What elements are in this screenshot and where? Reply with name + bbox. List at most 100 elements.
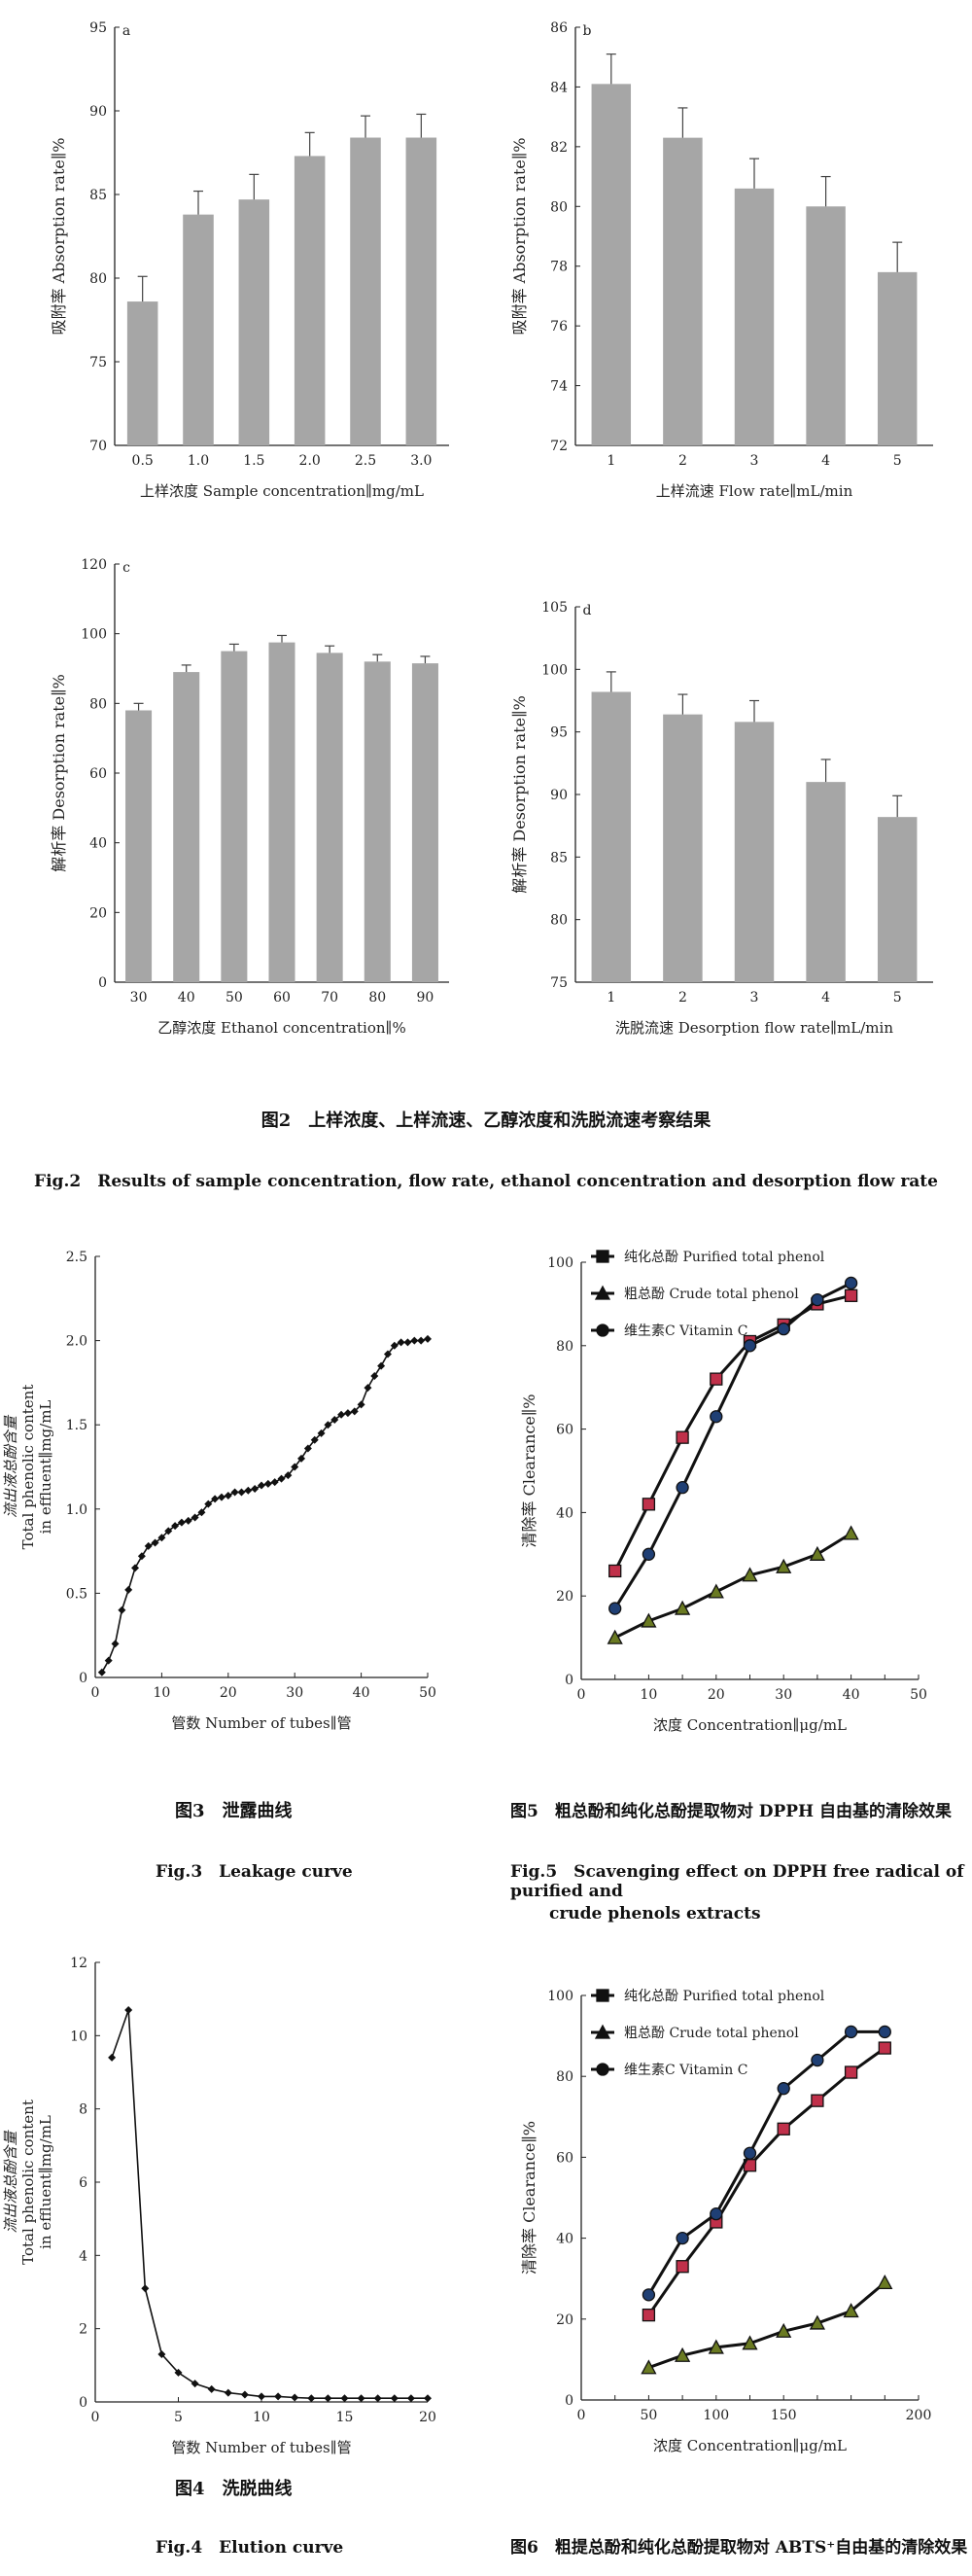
series-line [613,1282,852,1609]
series-line [101,1338,429,1674]
marker-diamond [424,2394,432,2403]
x-tick-label: 30 [775,1687,792,1703]
marker-diamond [151,1538,159,1547]
bar [126,301,158,445]
marker-triangle [843,2303,859,2318]
y-axis-label: 清除率 Clearance∥% [520,2121,538,2275]
marker-circle [878,2025,891,2039]
y-tick-label: 72 [550,439,568,454]
y-tick-label: 75 [550,975,568,991]
marker-diamond [197,1508,206,1517]
marker-circle [811,2053,824,2067]
marker-triangle [776,2322,792,2338]
x-tick-label: 60 [273,990,291,1006]
marker-diamond [364,1384,372,1393]
bar [238,199,270,445]
bar [806,206,846,445]
series-line [647,2046,886,2316]
y-tick-label: 70 [89,439,107,454]
y-tick-label: 60 [89,766,107,782]
marker-square [642,2308,656,2322]
marker-square [844,1288,858,1302]
y-tick-label: 12 [70,1956,87,1971]
y-tick-label: 95 [89,20,107,36]
x-tick-label: 4 [821,990,830,1006]
marker-square [676,1430,689,1444]
figure5-caption-cn: 图5 粗总酚和纯化总酚提取物对 DPPH 自由基的清除效果 [510,1802,953,1821]
x-tick-label: 1.5 [243,453,264,469]
marker-diamond [417,1336,426,1345]
marker-diamond [211,1495,220,1503]
y-tick-label: 1.0 [66,1502,87,1518]
figure2-caption-en: Fig.2 Results of sample concentration, f… [34,1172,938,1191]
figure5-caption-en-2: crude phenols extracts [549,1904,761,1923]
marker-diamond [224,1491,232,1500]
y-tick-label: 80 [550,913,568,929]
bar [591,691,632,982]
marker-diamond [244,1486,253,1495]
y-axis-label-en-2: in effluent∥mg/mL [37,1400,54,1535]
marker-diamond [297,1454,306,1463]
marker-diamond [277,1474,286,1483]
marker-square [596,1989,609,2002]
x-tick-label: 200 [906,2408,932,2423]
marker-square [642,1498,656,1511]
x-tick-label: 5 [893,990,902,1006]
marker-circle [642,1547,656,1561]
marker-diamond [406,2394,415,2403]
y-axis-label-en-1: Total phenolic content [19,2100,37,2265]
x-tick-label: 0 [91,2410,100,2425]
figure5-caption-en-1: Fig.5 Scavenging effect on DPPH free rad… [510,1862,964,1901]
marker-diamond [357,1400,365,1409]
y-tick-label: 76 [550,319,568,335]
marker-diamond [390,1341,399,1350]
y-tick-label: 2.0 [66,1334,87,1350]
marker-diamond [251,1485,260,1494]
y-tick-label: 0 [565,1673,573,1688]
legend-label: 维生素C Vitamin C [624,1323,747,1339]
y-tick-label: 80 [89,271,107,287]
marker-diamond [370,1371,379,1380]
marker-diamond [230,1488,239,1497]
x-tick-label: 5 [893,453,902,469]
x-tick-label: 1 [607,453,615,469]
panel-label: c [122,560,130,576]
series-line [111,2009,428,2399]
marker-diamond [171,1522,180,1531]
bar [734,188,775,445]
x-axis-label: 管数 Number of tubes∥管 [171,1714,351,1732]
marker-square [710,1372,723,1386]
marker-diamond [207,2384,216,2393]
x-tick-label: 50 [419,1685,436,1701]
marker-triangle [594,1285,611,1300]
x-tick-label: 30 [130,990,148,1006]
x-axis-label: 乙醇浓度 Ethanol concentration∥% [157,1019,405,1037]
marker-diamond [97,1668,106,1676]
y-tick-label: 86 [550,20,568,36]
y-tick-label: 100 [541,662,568,678]
marker-circle [642,2288,656,2302]
figure6-caption-cn: 图6 粗提总酚和纯化总酚提取物对 ABTS⁺自由基的清除效果 [510,2538,968,2558]
y-axis-label: 解析率 Desorption rate∥% [50,674,68,871]
x-axis-label: 浓度 Concentration∥μg/mL [653,2437,847,2454]
marker-diamond [141,2284,150,2293]
marker-diamond [383,1350,392,1359]
y-tick-label: 0 [565,2393,573,2409]
bar [411,663,438,982]
y-tick-label: 120 [81,557,107,573]
marker-circle [743,2146,757,2160]
x-tick-label: 50 [226,990,243,1006]
marker-diamond [104,1656,113,1665]
figure4-caption-cn: 图4 洗脱曲线 [175,2479,293,2499]
y-tick-label: 80 [556,1339,573,1355]
x-tick-label: 3 [750,453,759,469]
bar-chart-d: 75 80 85 90 95 100 105 1 2 3 4 5 d 洗脱流速 Desorption fl… [510,600,933,1037]
marker-square [844,2065,858,2079]
marker-triangle [641,2359,657,2375]
y-tick-label: 10 [70,2029,87,2044]
x-tick-label: 10 [253,2410,270,2425]
y-tick-label: 20 [556,2312,573,2328]
marker-diamond [131,1564,140,1572]
marker-diamond [324,2394,332,2403]
x-axis-label: 浓度 Concentration∥μg/mL [653,1716,847,1734]
